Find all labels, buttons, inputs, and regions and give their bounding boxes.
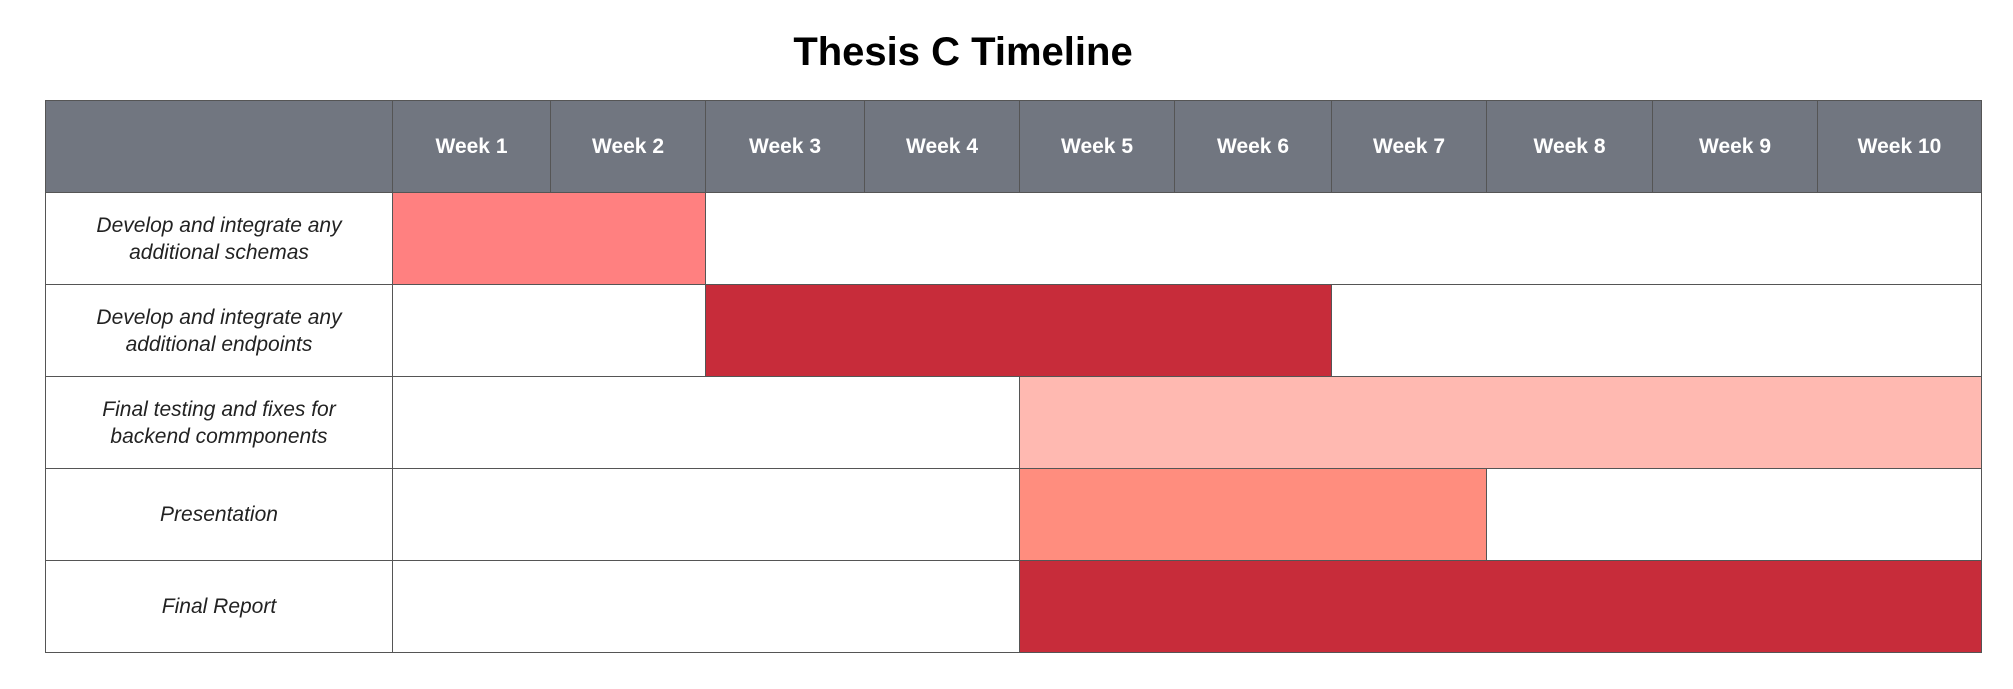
- task-row: Final testing and fixes for backend comm…: [45, 376, 1982, 469]
- task-label: Presentation: [160, 503, 278, 526]
- empty-span-before: [392, 560, 1020, 653]
- empty-span-after: [705, 192, 1982, 285]
- task-label-cell: Develop and integrate any additional sch…: [45, 192, 393, 285]
- week-header-7: Week 7: [1331, 100, 1487, 193]
- task-row: Presentation: [45, 468, 1982, 561]
- week-header-5: Week 5: [1019, 100, 1175, 193]
- empty-span-before: [392, 376, 1020, 469]
- gantt-body: Develop and integrate any additional sch…: [45, 192, 1982, 653]
- week-header-10: Week 10: [1817, 100, 1982, 193]
- task-row: Develop and integrate any additional end…: [45, 284, 1982, 377]
- task-row: Final Report: [45, 560, 1982, 653]
- header-row: Week 1 Week 2 Week 3 Week 4 Week 5 Week 6 Week…: [45, 100, 1982, 193]
- gantt-table: Week 1 Week 2 Week 3 Week 4 Week 5 Week 6 Week…: [45, 100, 1982, 653]
- week-header-8: Week 8: [1486, 100, 1653, 193]
- task-label-cell: Final testing and fixes for backend comm…: [45, 376, 393, 469]
- task-bar: [1019, 468, 1487, 561]
- task-bar: [1019, 376, 1982, 469]
- task-bar: [392, 192, 706, 285]
- task-label: Develop and integrate any additional end…: [96, 305, 342, 356]
- week-header-3: Week 3: [705, 100, 865, 193]
- task-label: Final Report: [161, 595, 277, 618]
- chart-title: Thesis C Timeline: [793, 30, 1133, 74]
- week-header-1: Week 1: [392, 100, 551, 193]
- empty-span-after: [1486, 468, 1982, 561]
- empty-span-before: [392, 468, 1020, 561]
- task-label: Final testing and fixes for backend comm…: [102, 397, 336, 448]
- week-header-4: Week 4: [864, 100, 1020, 193]
- task-bar: [1019, 560, 1982, 653]
- empty-span-before: [392, 284, 706, 377]
- task-row: Develop and integrate any additional sch…: [45, 192, 1982, 285]
- task-label-cell: Final Report: [45, 560, 393, 653]
- week-header-6: Week 6: [1174, 100, 1332, 193]
- week-header-2: Week 2: [550, 100, 706, 193]
- task-label: Develop and integrate any additional sch…: [96, 213, 342, 264]
- task-label-cell: Presentation: [45, 468, 393, 561]
- task-label-cell: Develop and integrate any additional end…: [45, 284, 393, 377]
- week-header-9: Week 9: [1652, 100, 1818, 193]
- task-bar: [705, 284, 1332, 377]
- header-corner: [45, 100, 393, 193]
- empty-span-after: [1331, 284, 1982, 377]
